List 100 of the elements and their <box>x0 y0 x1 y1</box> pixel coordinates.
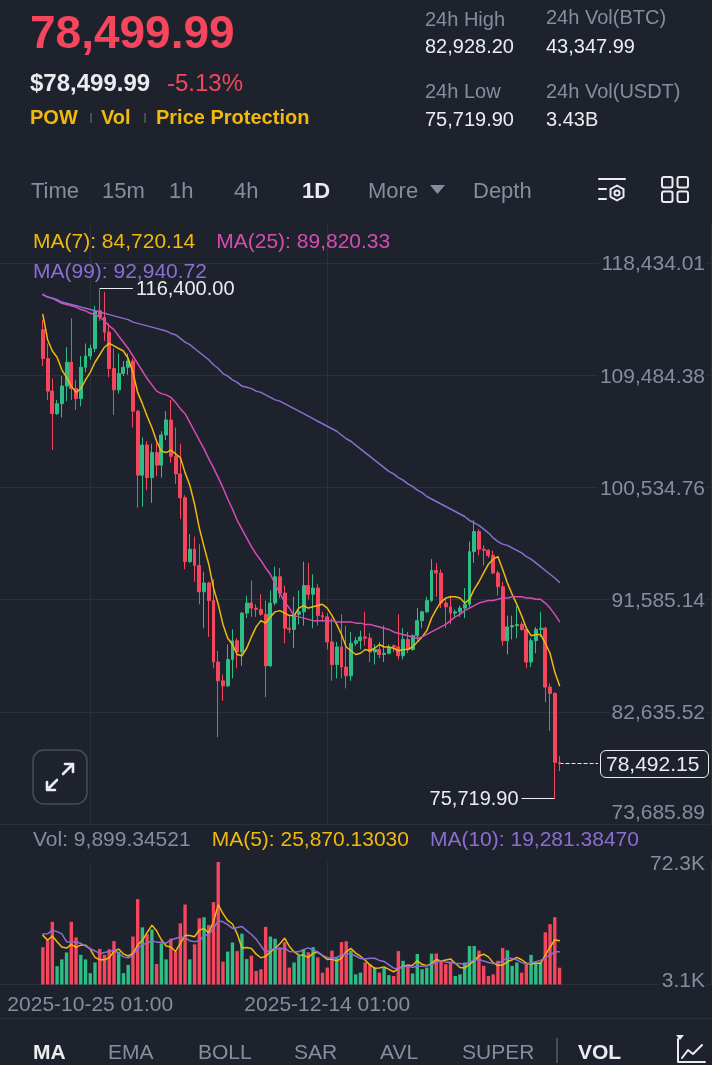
text: 43,347.99 <box>546 35 635 58</box>
bar <box>240 933 244 985</box>
y-tick-label: 109,484.38 <box>599 363 705 387</box>
candlestick <box>150 443 154 504</box>
text: 24h Vol(BTC) <box>546 6 667 29</box>
bar <box>311 947 315 985</box>
bar <box>183 904 187 985</box>
text: 1h <box>169 178 194 204</box>
series-label: Vol: 9,899.34521 <box>33 826 191 850</box>
text: Time <box>31 178 80 204</box>
candlestick <box>235 637 239 669</box>
line-series <box>42 920 561 970</box>
bar <box>192 944 197 985</box>
text: 3.43B <box>546 108 599 131</box>
bar <box>202 917 206 985</box>
bar <box>145 934 149 985</box>
text: Vol <box>101 106 131 129</box>
text: SAR <box>294 1040 338 1065</box>
candlestick <box>155 442 159 477</box>
bar <box>188 959 192 985</box>
candlestick <box>306 562 310 600</box>
candlestick <box>377 641 381 659</box>
bar <box>159 943 164 985</box>
text: EMA <box>108 1040 154 1065</box>
bar <box>169 938 173 985</box>
text: POW <box>30 106 78 129</box>
text: MA(7): 84,720.14 <box>33 228 196 252</box>
candlestick <box>202 571 206 629</box>
bar <box>273 938 277 985</box>
candlestick <box>373 643 377 666</box>
text: BOLL <box>198 1040 252 1065</box>
bar <box>126 964 130 985</box>
series-label: MA(99): 92,940.72 <box>33 258 207 282</box>
text: MA <box>33 1040 66 1065</box>
bar <box>486 976 491 985</box>
text: 24h Vol(USDT) <box>546 80 681 103</box>
text: Depth <box>473 178 532 204</box>
text: MA(5): 25,870.13030 <box>211 826 409 850</box>
bar <box>230 942 235 985</box>
candlestick <box>396 613 400 661</box>
bar <box>154 964 159 985</box>
candlestick <box>406 631 410 654</box>
text: VOL <box>578 1040 622 1065</box>
ref-line-label: 78,492.15 <box>606 752 700 776</box>
text: -5.13% <box>167 69 244 97</box>
candlestick <box>292 596 296 649</box>
text: 4h <box>234 178 259 204</box>
annotation: 75,719.90 <box>429 787 519 810</box>
text: SUPER <box>462 1040 535 1065</box>
x-tick-label: 2025-12-14 01:00 <box>244 991 411 1015</box>
y-tick-label: 82,635.52 <box>611 700 705 724</box>
x-tick-label: 2025-10-25 01:00 <box>7 991 174 1015</box>
bar <box>406 964 410 985</box>
line-series <box>42 904 561 973</box>
bar <box>316 957 320 985</box>
bar <box>377 972 382 985</box>
y-tick-label: 100,534.76 <box>599 475 705 499</box>
bar <box>64 952 69 985</box>
y-tick-label: 118,434.01 <box>601 251 705 275</box>
candlestick <box>358 630 362 650</box>
bar <box>519 972 524 985</box>
candlestick <box>117 352 121 395</box>
text: 82,928.20 <box>425 35 514 58</box>
bar <box>410 973 415 985</box>
bar <box>150 929 154 985</box>
bar <box>391 976 396 985</box>
text: 78,499.99 <box>30 6 235 59</box>
y-tick-label: 72.3K <box>650 850 705 874</box>
candlestick <box>401 627 405 661</box>
text: 15m <box>102 178 145 204</box>
text: 24h High <box>425 8 506 31</box>
text: MA(10): 19,281.38470 <box>429 826 639 850</box>
y-tick-label: 91,585.14 <box>611 588 706 611</box>
text: More <box>368 178 419 204</box>
text: 24h Low <box>425 80 501 103</box>
candlestick <box>524 626 528 669</box>
bar <box>330 950 334 985</box>
bar <box>93 962 97 985</box>
candlestick <box>69 317 73 401</box>
bar <box>235 951 239 985</box>
candlestick <box>145 440 149 491</box>
bar <box>112 941 116 985</box>
candlestick <box>311 573 315 629</box>
bar <box>349 950 353 985</box>
bar <box>320 972 325 985</box>
bar <box>83 959 88 985</box>
text: 1D <box>302 178 331 204</box>
line-series <box>42 313 561 687</box>
text: $78,499.99 <box>30 69 151 97</box>
bar <box>358 972 363 985</box>
y-tick-label: 73,685.89 <box>611 800 705 823</box>
candlestick <box>316 583 320 627</box>
text: MA(25): 89,820.33 <box>216 228 391 252</box>
y-tick-label: 3.1K <box>661 967 705 991</box>
text: 75,719.90 <box>425 108 514 131</box>
text: AVL <box>380 1040 419 1065</box>
candlestick <box>188 533 192 564</box>
bar <box>477 950 481 985</box>
bar <box>472 946 476 985</box>
candlestick <box>335 641 339 679</box>
